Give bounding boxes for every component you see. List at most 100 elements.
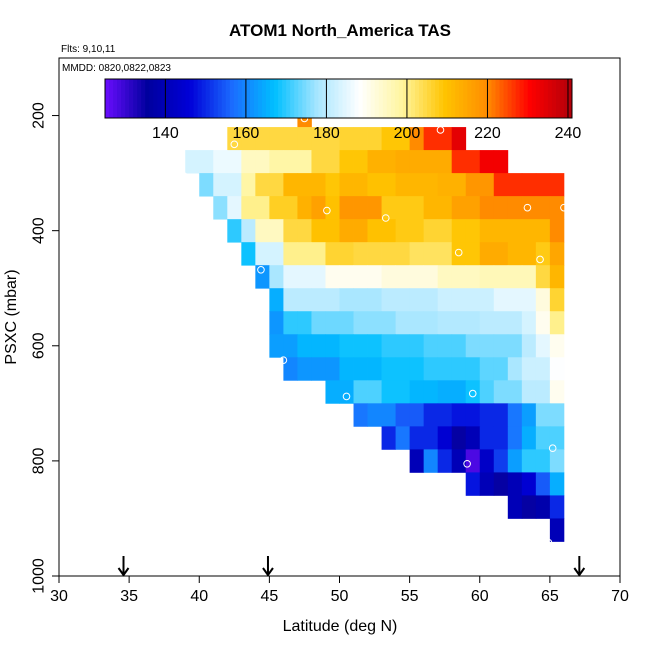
heatmap-cell [549,449,565,473]
colorbar-swatch [197,79,203,118]
heatmap-cell [493,380,509,404]
heatmap-cell [549,242,565,266]
flight-point [279,356,288,364]
colorbar-swatch [451,79,456,118]
heatmap-cell [395,357,411,381]
heatmap-cell [255,173,270,197]
heatmap-cell [199,173,214,197]
heatmap-cell [479,150,495,174]
colorbar: 140 160 180 200 220 240 [104,78,581,142]
colorbar-swatch [157,79,162,118]
heatmap-cell [395,380,411,404]
colorbar-swatch [503,79,509,118]
heatmap-cell [549,311,565,335]
heatmap-cell [479,380,495,404]
heatmap-cell [325,311,340,335]
colorbar-swatch [414,79,420,118]
heatmap-cell [549,357,565,381]
colorbar-swatch [511,79,517,118]
heatmap-cell [465,472,481,496]
flight-point [560,203,568,212]
colorbar-swatch [262,79,267,118]
heatmap-cell [283,173,298,197]
heatmap-cell [409,357,425,381]
heatmap-cell [521,311,537,335]
heatmap-cell [297,173,312,197]
heatmap-cell [437,449,453,473]
heatmap-cell [269,150,284,174]
y-tick-label: 400 [31,217,48,244]
heatmap-cell [423,334,439,358]
colorbar-swatch [483,79,488,118]
heatmap-cell [283,127,298,151]
heatmap-cell [507,380,523,404]
heatmap-cell [269,311,284,335]
colorbar-swatch [185,79,191,118]
y-tick-label: 600 [31,332,48,359]
colorbar-swatch [181,79,187,118]
colorbar-swatch [567,79,573,118]
heatmap-cell [521,403,537,427]
heatmap-cell [395,196,411,220]
heatmap-cell [451,127,467,151]
heatmap-cell [451,242,467,266]
flight-point [548,444,557,453]
heatmap-cell [311,173,326,197]
colorbar-swatch [257,79,263,118]
heatmap-cell [311,311,326,335]
heatmap-cell [493,472,509,496]
heatmap-cell [535,426,551,450]
colorbar-swatch [342,79,348,118]
heatmap-cell [283,242,298,266]
heatmap-cell [367,265,382,289]
heatmap-cell [283,334,298,358]
colorbar-swatch [253,79,259,118]
heatmap-cell [521,242,537,266]
heatmap-cell [227,173,242,197]
heatmap-cell [451,380,467,404]
heatmap-cell [381,265,396,289]
colorbar-swatch [354,79,360,118]
flight-point [180,172,188,180]
heatmap-cell [409,196,425,220]
flight-point [360,118,369,127]
colorbar-swatch [362,79,368,118]
colorbar-swatch [346,79,352,118]
colorbar-swatch [410,79,416,118]
heatmap-cell [297,219,312,243]
heatmap-cell [507,219,523,243]
heatmap-cell [367,311,382,335]
colorbar-swatch [551,79,557,118]
heatmap-cell [325,265,340,289]
latitude-arrow [117,556,130,577]
heatmap-cell [493,311,509,335]
heatmap-cell [269,265,284,289]
heatmap-cell [423,127,439,151]
heatmap-cell [535,403,551,427]
colorbar-swatch [370,79,376,118]
colorbar-swatch [350,79,356,118]
heatmap-cell [479,265,495,289]
heatmap-cell [465,265,481,289]
colorbar-swatch [149,79,154,118]
heatmap-cell [479,426,495,450]
colorbar-frame [104,78,573,119]
colorbar-swatch [310,79,315,118]
heatmap-cell [381,311,396,335]
heatmap-cell [213,173,228,197]
colorbar-swatch [133,79,138,118]
heatmap-cell [465,173,481,197]
heatmap-cell [353,357,368,381]
colorbar-swatch [539,79,545,118]
heatmap-cell [367,196,382,220]
colorbar-swatch [326,79,331,118]
heatmap-cell [283,150,298,174]
heatmap-cell [479,334,495,358]
colorbar-swatch [527,79,533,118]
heatmap-cell [325,334,340,358]
heatmap-cell [507,357,523,381]
flight-point [544,538,553,547]
x-tick-label: 65 [541,588,559,605]
heatmap-cell [535,288,551,312]
colorbar-swatch [507,79,513,118]
